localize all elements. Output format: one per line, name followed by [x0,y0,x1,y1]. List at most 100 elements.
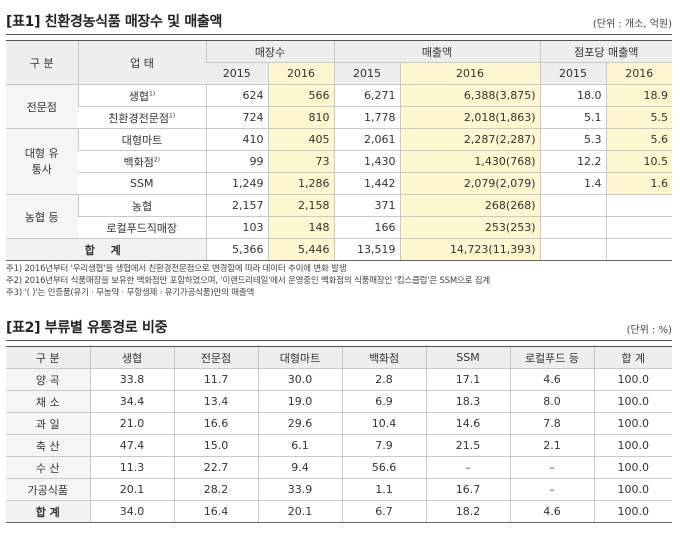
cell: 30.0 [257,368,342,391]
group-label: 농협 등 [6,194,78,239]
sales-2015: 166 [333,216,400,239]
table-row: 축 산 47.4 15.0 6.1 7.9 21.5 2.1 100.0 [6,434,672,457]
per-store-2016 [605,194,672,217]
table-row: 양 곡 33.8 11.7 30.0 2.8 17.1 4.6 100.0 [6,368,672,391]
cell: 2.1 [509,434,594,457]
total-sales-2015: 13,519 [333,238,400,261]
table2-total-row: 합 계 34.0 16.4 20.1 6.7 18.2 4.6 100.0 [6,500,672,523]
sales-2015: 6,271 [333,84,400,107]
col-coop: 생협 [89,346,174,369]
sales-2016: 2,287(2,287) [399,128,540,151]
cell: 6.9 [341,390,426,413]
group-label: 대형 유통사 [6,128,78,195]
cell: 18.2 [425,500,510,523]
col-year-2015: 2015 [206,62,268,85]
table-row: 농협 등 농협 2,157 2,158 371 268(268) [6,194,672,239]
row-label: 채 소 [6,390,90,413]
sales-2016: 253(253) [399,216,540,239]
col-total: 합 계 [593,346,672,369]
cell: 100.0 [593,500,672,523]
cell: 16.4 [173,500,258,523]
sales-2015: 1,442 [333,172,400,195]
stores-2016: 566 [267,84,334,107]
cell: 10.4 [341,412,426,435]
table2-unit: (단위 : %) [626,325,672,336]
per-store-2016 [605,216,672,239]
business-type: SSM [78,172,206,195]
business-type: 로컬푸드직매장 [78,216,206,239]
total-per-store-2016 [605,238,672,261]
total-stores-2015: 5,366 [205,238,268,261]
cell: 8.0 [509,390,594,413]
row-label: 합 계 [6,500,90,523]
cell: 47.4 [89,434,174,457]
total-stores-2016: 5,446 [267,238,334,261]
total-per-store-2015 [539,238,606,261]
cell: 6.1 [257,434,342,457]
business-type: 생협1) [77,84,206,107]
cell: 9.4 [257,456,342,479]
sales-2015: 1,778 [333,106,400,129]
per-store-2015: 12.2 [539,150,606,173]
cell: 34.4 [89,390,174,413]
cell: 7.8 [509,412,594,435]
col-year-2016: 2016 [605,62,672,85]
col-specialty: 전문점 [173,346,258,369]
col-ssm: SSM [425,346,510,369]
total-sales-2016: 14,723(11,393) [399,238,540,261]
per-store-2015: 1.4 [539,172,606,195]
sales-2016: 268(268) [399,194,540,217]
sales-2016: 1,430(768) [399,150,540,173]
stores-2015: 724 [205,106,268,129]
per-store-2016: 10.5 [605,150,672,173]
cell: 100.0 [593,478,672,501]
cell: 33.9 [257,478,342,501]
cell: 11.7 [173,368,258,391]
table-row: 가공식품 20.1 28.2 33.9 1.1 16.7 – 100.0 [6,478,672,501]
table1-title: [표1] 친환경농식품 매장수 및 매출액 [6,14,223,30]
cell: 100.0 [593,368,672,391]
row-label: 양 곡 [6,368,90,391]
cell: – [509,456,594,479]
cell: 20.1 [89,478,174,501]
cell: 11.3 [89,456,174,479]
col-per-store: 점포당 매출액 [539,40,672,63]
cell: 1.1 [341,478,426,501]
cell: 33.8 [89,368,174,391]
per-store-2015 [539,194,606,217]
col-local-food: 로컬푸드 등 [509,346,594,369]
col-year-2016: 2016 [399,62,540,85]
col-sales: 매출액 [333,40,540,63]
col-category: 구 분 [6,346,90,369]
table1-unit: (단위 : 개소, 억원) [592,19,672,30]
cell: 22.7 [173,456,258,479]
stores-2015: 1,249 [205,172,268,195]
row-label: 수 산 [6,456,90,479]
sales-2015: 2,061 [333,128,400,151]
col-department: 백화점 [341,346,426,369]
col-year-2015: 2015 [539,62,606,85]
row-label: 과 일 [6,412,90,435]
group-label: 전문점 [6,84,78,129]
sales-2016: 6,388(3,875) [399,84,540,107]
cell: 13.4 [173,390,258,413]
note-2: 주2) 2016년부터 식품매장을 보유한 백화점만 포함하였으며, '이랜드리… [6,276,490,286]
table-row: 친환경전문점1) 724 810 1,778 2,018(1,863) 5.1 … [6,106,672,129]
stores-2016: 148 [267,216,334,239]
stores-2016: 810 [267,106,334,129]
table-row: 대형 유통사 대형마트 410 405 2,061 2,287(2,287) 5… [6,128,672,195]
cell: 19.0 [257,390,342,413]
cell: 34.0 [89,500,174,523]
per-store-2015 [539,216,606,239]
table-row: 백화점2) 99 73 1,430 1,430(768) 12.2 10.5 [6,150,672,173]
sales-2015: 371 [333,194,400,217]
per-store-2016: 1.6 [605,172,672,195]
sales-2016: 2,018(1,863) [399,106,540,129]
stores-2016: 1,286 [267,172,334,195]
cell: 4.6 [509,500,594,523]
table1: 구 분 업 태 매장수 매출액 점포당 매출액 2015 2016 2015 2… [6,40,672,261]
sales-2015: 1,430 [333,150,400,173]
per-store-2016: 18.9 [605,84,672,107]
cell: 18.3 [425,390,510,413]
table-row: 로컬푸드직매장 103 148 166 253(253) [6,216,672,239]
